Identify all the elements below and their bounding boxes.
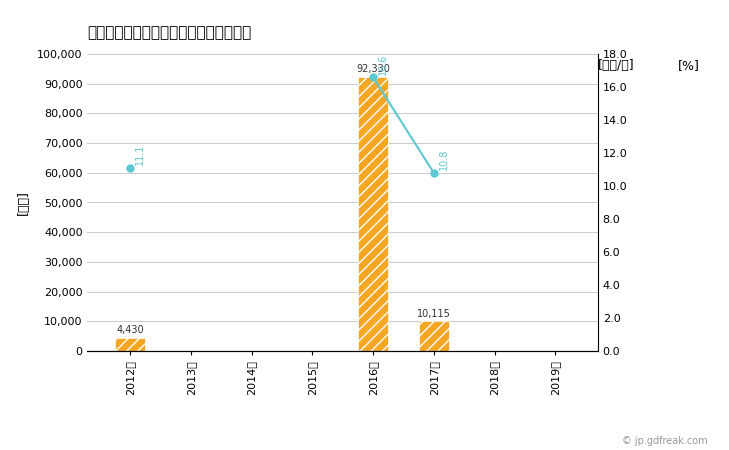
- Text: 92,330: 92,330: [356, 64, 390, 74]
- Y-axis label: [万円]: [万円]: [17, 190, 30, 215]
- Text: 10,115: 10,115: [417, 309, 451, 319]
- Text: 10.8: 10.8: [439, 149, 448, 170]
- Bar: [114, 338, 145, 351]
- Text: 4,430: 4,430: [116, 325, 144, 335]
- Text: © jp.gdfreak.com: © jp.gdfreak.com: [622, 436, 707, 446]
- Text: 16.6: 16.6: [378, 53, 388, 75]
- Text: [%]: [%]: [678, 59, 700, 72]
- Text: 産業用建築物の工事費予定額合計の推移: 産業用建築物の工事費予定額合計の推移: [87, 25, 252, 40]
- Text: 11.1: 11.1: [135, 144, 145, 166]
- Text: [万円/㎡]: [万円/㎡]: [598, 59, 634, 72]
- Bar: [358, 77, 388, 351]
- Bar: [418, 321, 449, 351]
